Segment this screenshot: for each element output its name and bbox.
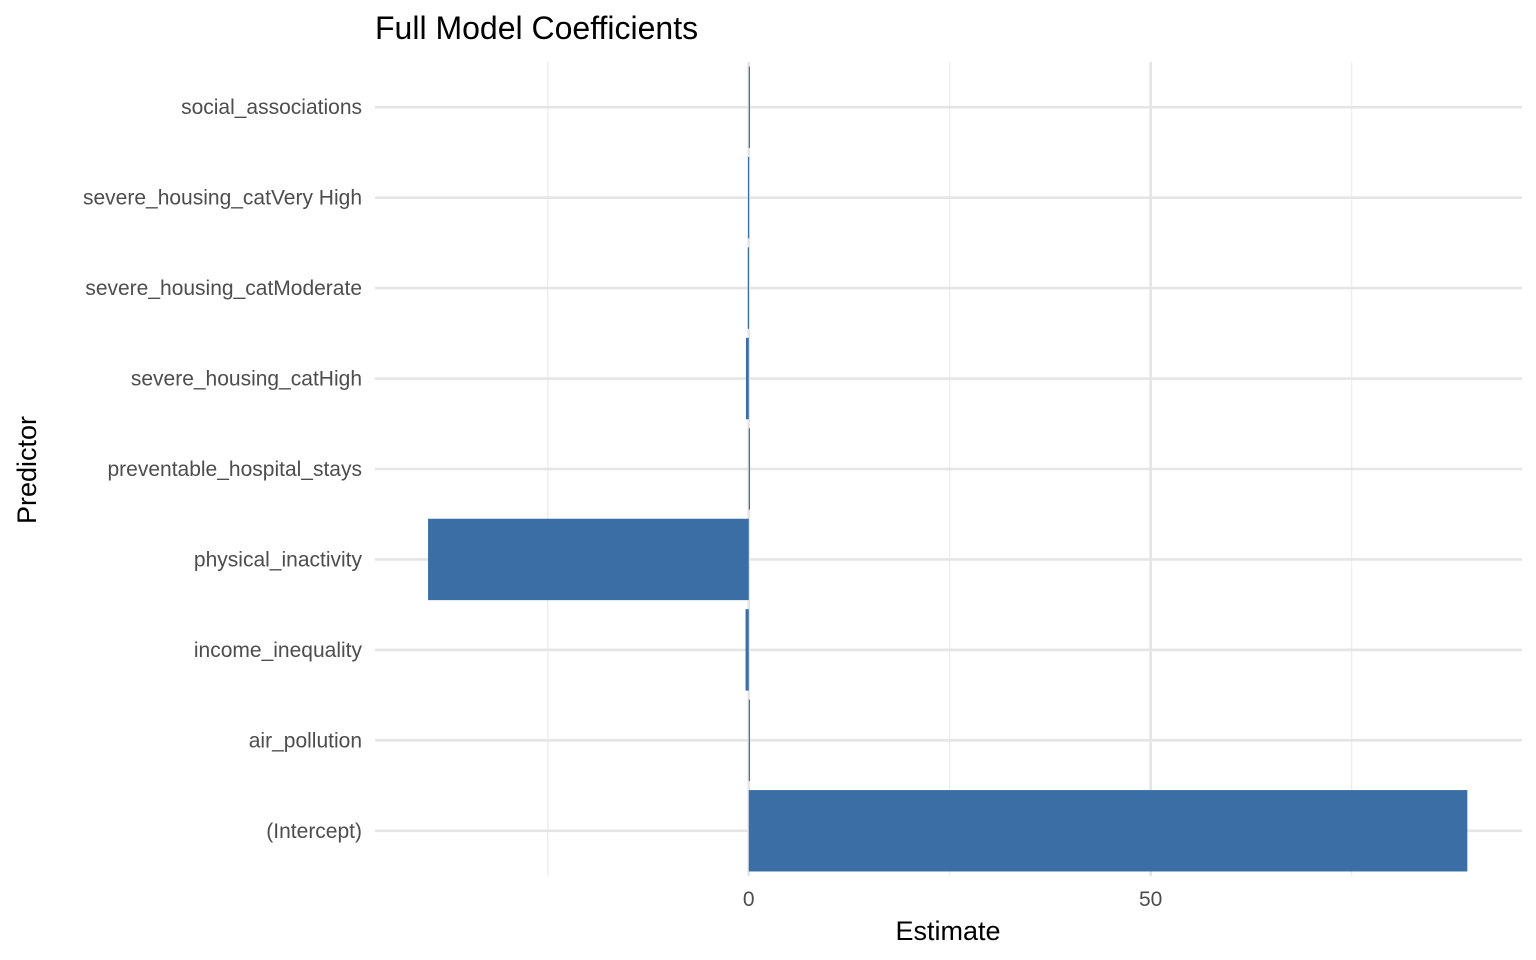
x-tick-label: 0 bbox=[743, 888, 755, 911]
bars bbox=[428, 66, 1468, 872]
bar-severe-housing-cathigh bbox=[745, 337, 749, 420]
x-tick-label: 50 bbox=[1139, 888, 1162, 911]
bar-social-associations bbox=[748, 66, 750, 148]
bar-severe-housing-catmoderate bbox=[747, 247, 749, 329]
y-tick-label: severe_housing_catVery High bbox=[83, 187, 362, 210]
y-tick-label: (Intercept) bbox=[266, 820, 362, 843]
bar-income-inequality bbox=[745, 609, 749, 691]
bar-air-pollution bbox=[748, 699, 750, 782]
x-axis-tick-labels: 0 50 bbox=[743, 888, 1162, 911]
y-tick-label: severe_housing_catModerate bbox=[85, 277, 362, 300]
y-tick-label: air_pollution bbox=[249, 729, 362, 752]
chart-title: Full Model Coefficients bbox=[375, 10, 698, 46]
y-tick-label: social_associations bbox=[181, 96, 362, 119]
y-tick-label: physical_inactivity bbox=[194, 548, 363, 571]
bar-preventable-hospital-stays bbox=[748, 428, 750, 510]
bar-physical-inactivity bbox=[428, 518, 749, 601]
y-tick-label: income_inequality bbox=[194, 639, 363, 662]
grid-lines bbox=[375, 62, 1522, 876]
bar-severe-housing-catvery-high bbox=[747, 156, 750, 239]
x-axis-title: Estimate bbox=[895, 916, 1000, 946]
y-tick-label: preventable_hospital_stays bbox=[107, 458, 362, 481]
bar-intercept bbox=[748, 790, 1468, 872]
y-tick-label: severe_housing_catHigh bbox=[131, 368, 362, 391]
y-axis-title: Predictor bbox=[12, 416, 42, 524]
y-axis-tick-labels: (Intercept) air_pollution income_inequalit… bbox=[83, 96, 363, 843]
